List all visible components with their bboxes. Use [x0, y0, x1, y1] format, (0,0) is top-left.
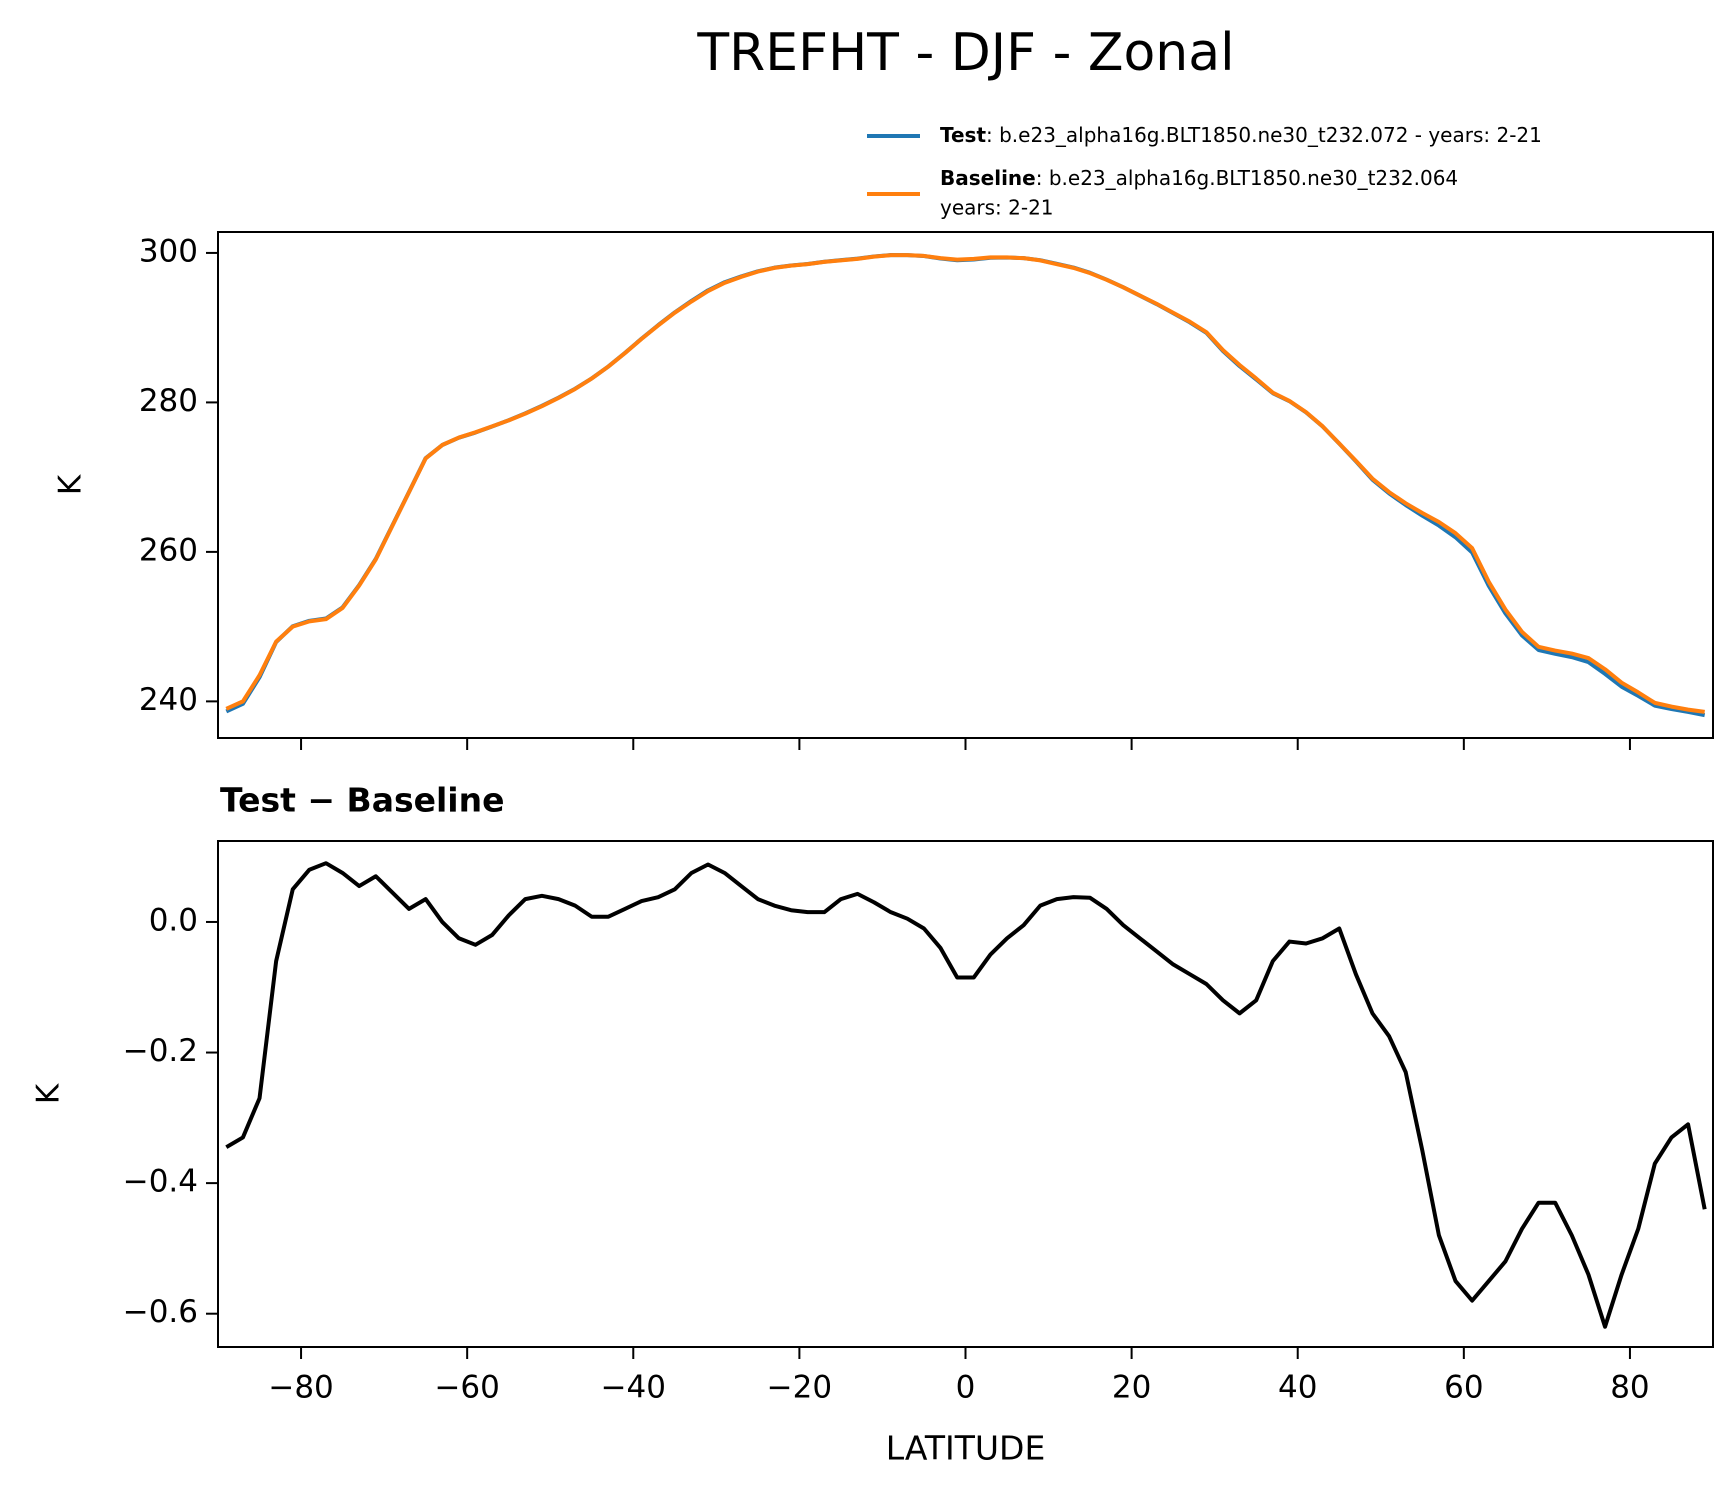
- x-tick-label: 40: [1278, 1370, 1317, 1406]
- x-tick-label: −20: [767, 1370, 832, 1406]
- x-tick-label: −60: [434, 1370, 499, 1406]
- legend-desc: : b.e23_alpha16g.BLT1850.ne30_t232.072 -…: [986, 123, 1542, 147]
- x-tick-label: 60: [1444, 1370, 1483, 1406]
- axes-frame: [217, 231, 1714, 739]
- x-tick-label: −80: [268, 1370, 333, 1406]
- y-tick-label: 300: [139, 233, 198, 269]
- y-tick-label: 240: [139, 682, 198, 718]
- y-tick-label: 0.0: [149, 902, 198, 938]
- y-tick-label: −0.4: [123, 1164, 198, 1200]
- data-line: [225, 253, 1706, 718]
- legend-label: Test: b.e23_alpha16g.BLT1850.ne30_t232.0…: [940, 123, 1542, 147]
- y-tick-label: 260: [139, 532, 198, 568]
- legend-name: Test: [940, 123, 986, 147]
- legend-desc: years: 2-21: [940, 196, 1054, 220]
- legend-label: Baseline: b.e23_alpha16g.BLT1850.ne30_t2…: [940, 166, 1458, 190]
- x-tick-label: 80: [1610, 1370, 1649, 1406]
- x-tick-label: 20: [1112, 1370, 1151, 1406]
- y-tick-label: −0.6: [123, 1294, 198, 1330]
- x-tick-label: 0: [956, 1370, 976, 1406]
- legend-desc: : b.e23_alpha16g.BLT1850.ne30_t232.064: [1036, 166, 1458, 190]
- axes-frame: [217, 840, 1714, 1348]
- x-axis-label: LATITUDE: [886, 1429, 1046, 1468]
- y-axis-label: K: [31, 1083, 67, 1104]
- axes-title: Test − Baseline: [220, 781, 505, 820]
- legend-name: Baseline: [940, 166, 1036, 190]
- y-tick-label: 280: [139, 383, 198, 419]
- data-line: [225, 253, 1705, 714]
- figure-title: TREFHT - DJF - Zonal: [696, 23, 1234, 83]
- data-line: [225, 861, 1707, 1329]
- y-tick-label: −0.2: [123, 1033, 198, 1069]
- y-axis-label: K: [53, 474, 89, 495]
- x-tick-label: −40: [601, 1370, 666, 1406]
